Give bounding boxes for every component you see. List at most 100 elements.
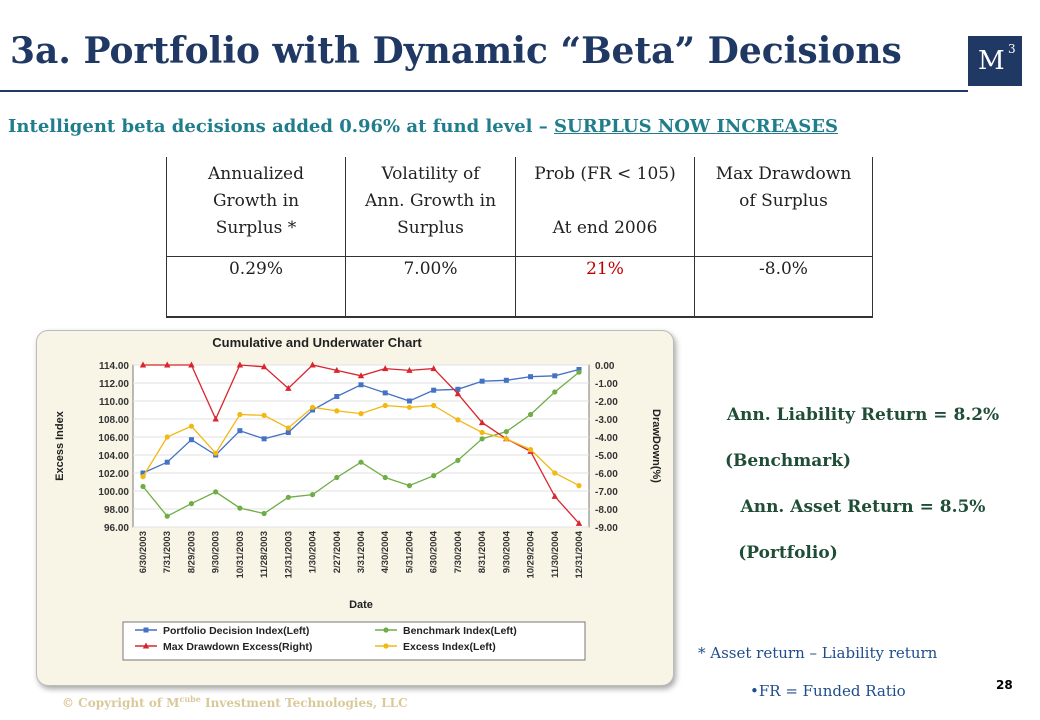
x-axis-label: Date	[349, 599, 373, 611]
y-tick-label: 100.00	[98, 487, 129, 498]
x-tick-label: 12/31/2004	[574, 530, 585, 578]
y-tick-label: 114.00	[99, 361, 129, 372]
logo-letter: M	[978, 46, 1005, 76]
data-point	[479, 436, 485, 442]
y2-tick-label: -9.00	[595, 523, 618, 534]
right-axis-ticks: 0.00 -1.00 -2.00 -3.00 -4.00 -5.00 -6.00 -7.00 -…	[595, 361, 618, 534]
data-point	[479, 429, 485, 436]
data-point	[576, 369, 582, 375]
data-point	[479, 378, 485, 384]
y-tick-label: 108.00	[98, 415, 129, 426]
copyright-notice: © Copyright of Mcube Investment Technolo…	[62, 694, 408, 710]
header-line: At end 2006	[552, 218, 658, 238]
data-point	[334, 394, 340, 399]
subtitle-highlight: SURPLUS NOW INCREASES	[554, 116, 839, 137]
data-point	[236, 361, 244, 368]
data-point	[164, 459, 170, 465]
data-point	[164, 434, 170, 440]
y-tick-label: 112.00	[99, 379, 129, 390]
data-point	[527, 447, 534, 453]
data-point	[261, 412, 267, 418]
x-tick-label: 10/31/2003	[235, 531, 246, 579]
header-line: Volatility of	[381, 164, 480, 184]
x-tick-label: 8/31/2004	[477, 530, 488, 573]
data-point	[285, 430, 291, 435]
title-divider	[0, 90, 968, 92]
chart-panel: Cumulative and Underwater Chart 114.00 11…	[36, 330, 674, 686]
header-max-drawdown: Max Drawdown of Surplus	[694, 157, 873, 257]
y-tick-label: 98.00	[104, 505, 129, 516]
left-axis-ticks: 114.00 112.00 110.00 108.00 106.00 104.00 102.…	[98, 361, 129, 534]
asset-return: Ann. Asset Return = 8.5%	[740, 497, 986, 517]
y-tick-label: 96.00	[104, 523, 129, 534]
header-line: Surplus *	[215, 218, 297, 238]
data-point	[503, 377, 509, 383]
liability-note: (Benchmark)	[724, 451, 852, 471]
x-tick-label: 4/30/2004	[380, 530, 391, 573]
x-tick-label: 9/30/2003	[211, 531, 222, 573]
x-tick-label: 1/30/2004	[308, 530, 319, 573]
data-point	[406, 366, 413, 373]
legend-marker	[142, 642, 150, 649]
x-axis-ticks: 6/30/2003 7/31/2003 8/29/2003 9/30/2003 10/3…	[138, 530, 585, 578]
grid-lines	[133, 364, 589, 528]
y-axis-label: Excess Index	[54, 410, 66, 481]
data-point	[188, 501, 195, 507]
value-volatility: 7.00%	[345, 256, 516, 318]
data-point	[527, 411, 534, 418]
y2-tick-label: -5.00	[595, 451, 618, 462]
data-point	[528, 374, 534, 380]
copyright-prefix: © Copyright of M	[62, 696, 180, 710]
data-point	[309, 361, 316, 368]
x-tick-label: 8/29/2003	[186, 531, 197, 573]
y2-axis-label: DrawDown(%)	[650, 409, 662, 483]
data-point	[309, 404, 316, 410]
legend-label: Excess Index(Left)	[403, 641, 496, 653]
data-point	[140, 470, 146, 476]
series-group	[139, 361, 583, 526]
header-line: Growth in	[212, 191, 300, 211]
y2-tick-label: -6.00	[595, 469, 618, 480]
data-point	[285, 384, 292, 391]
data-point	[260, 363, 268, 370]
asset-return-footnote: * Asset return – Liability return	[698, 644, 938, 662]
header-line: of Surplus	[739, 191, 828, 211]
logo-superscript: 3	[1008, 42, 1016, 56]
x-tick-label: 11/30/2004	[550, 530, 561, 578]
y2-tick-label: -7.00	[595, 487, 618, 498]
data-point	[552, 389, 558, 395]
x-tick-label: 12/31/2003	[283, 531, 294, 579]
data-point	[164, 513, 170, 519]
data-point	[455, 386, 461, 392]
data-point	[430, 365, 437, 372]
data-point	[406, 483, 413, 489]
data-point	[503, 436, 509, 442]
y2-tick-label: 0.00	[595, 361, 615, 372]
data-point	[188, 361, 195, 368]
data-point	[140, 483, 146, 490]
x-tick-label: 6/30/2003	[138, 531, 149, 573]
copyright-suffix: Investment Technologies, LLC	[200, 696, 408, 710]
stats-header-row: Annualized Growth in Surplus * Volatilit…	[166, 157, 873, 257]
data-point	[140, 474, 146, 480]
funded-ratio-footnote: •FR = Funded Ratio	[750, 682, 906, 700]
y2-tick-label: -4.00	[595, 433, 618, 444]
surplus-stats-table: Annualized Growth in Surplus * Volatilit…	[166, 157, 873, 318]
data-point	[237, 505, 243, 511]
legend-entries: Portfolio Decision Index(Left) Benchmark …	[135, 625, 517, 653]
x-tick-label: 9/30/2004	[501, 530, 512, 573]
header-line: Prob (FR < 105)	[534, 164, 676, 184]
header-annualized-growth: Annualized Growth in Surplus *	[166, 157, 346, 257]
legend-item: Max Drawdown Excess(Right)	[135, 641, 312, 653]
data-point	[309, 492, 316, 498]
legend-marker	[143, 627, 149, 633]
legend-label: Max Drawdown Excess(Right)	[163, 641, 312, 653]
y-tick-label: 104.00	[98, 451, 129, 462]
copyright-sup: cube	[179, 694, 201, 704]
data-point	[285, 494, 291, 500]
chart-legend	[122, 621, 586, 661]
data-point	[382, 390, 388, 396]
legend-label: Benchmark Index(Left)	[403, 625, 517, 637]
legend-item: Excess Index(Left)	[375, 641, 496, 653]
company-logo: M 3	[968, 36, 1022, 86]
